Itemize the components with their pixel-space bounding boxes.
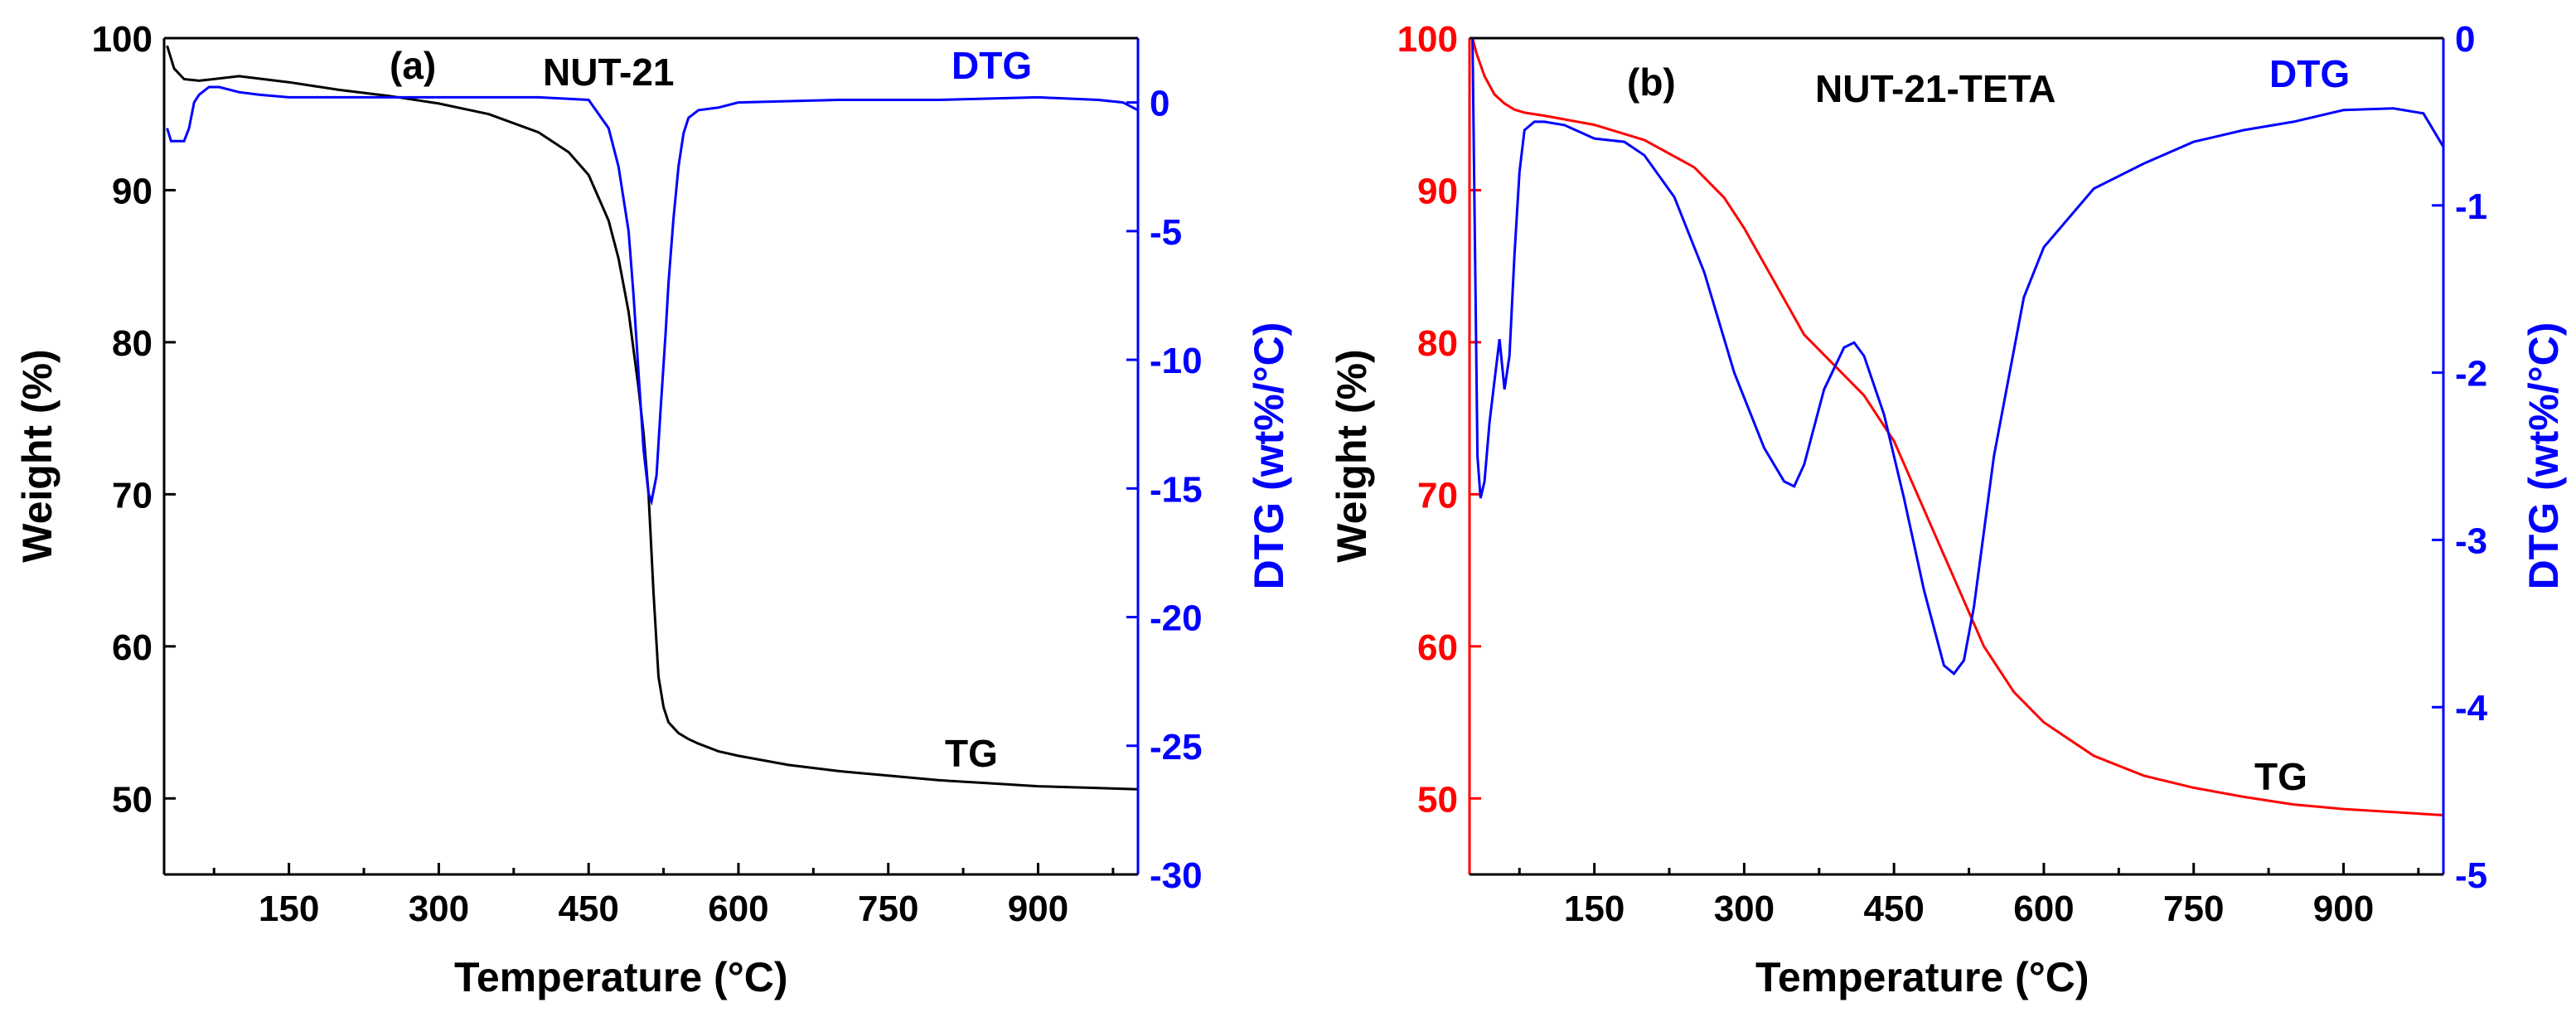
- y-left-ticks: 50 60 70 80 90 100: [1397, 19, 1481, 820]
- y-left-tick-label: 70: [112, 475, 153, 516]
- y-right-tick-label: -30: [1150, 855, 1203, 896]
- y-left-tick-label: 60: [1417, 627, 1458, 668]
- y-left-tick-label: 90: [112, 171, 153, 211]
- y-left-tick-label: 60: [112, 627, 153, 668]
- tg-legend-label: TG: [945, 732, 998, 775]
- x-ticks: 150 300 450 600 750 900: [1518, 863, 2420, 929]
- x-axis-label: Temperature (°C): [1755, 954, 2089, 1000]
- y-right-tick-label: -5: [2455, 855, 2487, 896]
- y-left-tick-label: 70: [1417, 475, 1458, 516]
- y-right-axis-label: DTG (wt%/°C): [2520, 322, 2567, 590]
- x-ticks: 150 300 450 600 750 900: [212, 863, 1115, 929]
- y-left-tick-label: 80: [1417, 323, 1458, 364]
- tg-series-line: [166, 45, 1139, 791]
- y-right-tick-label: -25: [1150, 727, 1203, 768]
- y-right-tick-label: 0: [2455, 19, 2475, 60]
- y-right-tick-label: 0: [1150, 84, 1169, 124]
- x-axis-label: Temperature (°C): [454, 954, 787, 1000]
- panel-label: (a): [390, 44, 436, 87]
- panel-label: (b): [1627, 61, 1676, 104]
- chart-title: NUT-21: [543, 51, 674, 94]
- panel-b: 150 300 450 600 750 900 50 60 70 80 90 100 0 -1 -2 -3…: [1329, 19, 2567, 1000]
- y-right-tick-label: -20: [1150, 598, 1203, 639]
- panel-a: 150 300 450 600 750 900 50 60 70 80 90 100 0 -5 -10 -…: [14, 19, 1292, 1000]
- y-right-tick-label: -4: [2455, 688, 2488, 729]
- y-left-ticks: 50 60 70 80 90 100: [92, 19, 176, 820]
- x-tick-label: 750: [2163, 889, 2224, 929]
- y-left-tick-label: 50: [112, 779, 153, 820]
- y-right-tick-label: -5: [1150, 212, 1182, 253]
- x-tick-label: 900: [2313, 889, 2374, 929]
- y-right-ticks: 0 -5 -10 -15 -20 -25 -30: [1126, 84, 1203, 896]
- x-tick-label: 600: [708, 889, 768, 929]
- x-tick-label: 300: [1714, 889, 1775, 929]
- y-right-tick-label: -15: [1150, 469, 1203, 510]
- x-tick-label: 300: [409, 889, 469, 929]
- y-right-axis-label: DTG (wt%/°C): [1246, 322, 1292, 590]
- x-tick-label: 450: [558, 889, 618, 929]
- y-left-tick-label: 100: [92, 19, 153, 60]
- y-left-tick-label: 90: [1417, 171, 1458, 211]
- y-right-tick-label: -10: [1150, 341, 1203, 381]
- dtg-legend-label: DTG: [951, 44, 1032, 87]
- x-tick-label: 450: [1863, 889, 1924, 929]
- tg-legend-label: TG: [2254, 755, 2307, 798]
- y-left-tick-label: 100: [1397, 19, 1458, 60]
- x-tick-label: 600: [2013, 889, 2074, 929]
- y-left-axis-label: Weight (%): [14, 349, 61, 562]
- dtg-series-line: [1471, 37, 2445, 676]
- tg-series-line: [1471, 37, 2444, 816]
- x-tick-label: 150: [1564, 889, 1625, 929]
- dtg-series-line: [166, 85, 1139, 506]
- x-tick-label: 750: [858, 889, 918, 929]
- y-right-ticks: 0 -1 -2 -3 -4 -5: [2432, 19, 2488, 896]
- dtg-legend-label: DTG: [2269, 52, 2350, 95]
- y-left-tick-label: 80: [112, 323, 153, 364]
- x-tick-label: 900: [1008, 889, 1068, 929]
- x-tick-label: 150: [259, 889, 319, 929]
- y-right-tick-label: -3: [2455, 521, 2487, 561]
- y-right-tick-label: -2: [2455, 354, 2487, 395]
- y-left-axis-label: Weight (%): [1329, 349, 1375, 562]
- y-left-tick-label: 50: [1417, 779, 1458, 820]
- y-right-tick-label: -1: [2455, 186, 2487, 227]
- chart-title: NUT-21-TETA: [1815, 67, 2056, 110]
